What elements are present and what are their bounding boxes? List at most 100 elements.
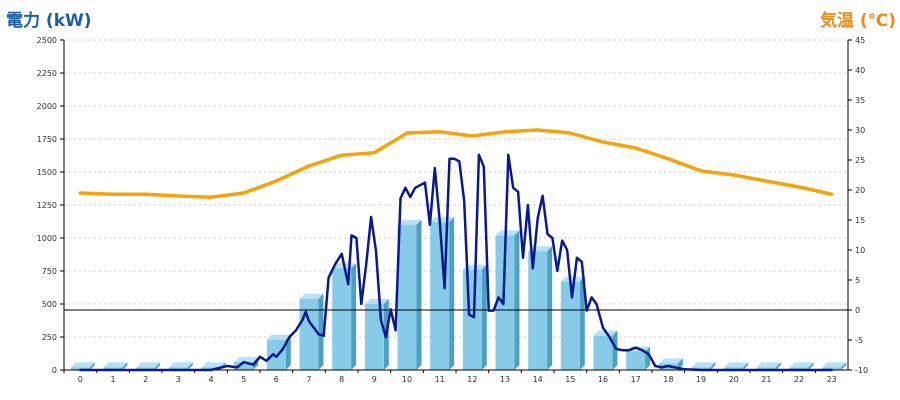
- x-tick-label: 16: [598, 375, 608, 384]
- bar: [168, 367, 188, 370]
- right-tick-label: 0: [855, 306, 860, 315]
- bar: [626, 351, 646, 370]
- left-tick-label: 1250: [37, 201, 57, 210]
- right-tick-label: 30: [855, 126, 865, 135]
- line-series: [78, 128, 834, 372]
- temperature-line: [78, 128, 834, 199]
- right-tick-label: 20: [855, 186, 865, 195]
- bar-side: [579, 276, 585, 370]
- x-tick-label: 2: [143, 375, 148, 384]
- right-tick-label: 25: [855, 156, 865, 165]
- left-tick-label: 2500: [37, 36, 57, 45]
- bar: [560, 281, 580, 370]
- x-tick-label: 10: [402, 375, 412, 384]
- bar-series: [70, 217, 847, 370]
- bar: [593, 335, 613, 370]
- bar-side: [351, 263, 357, 370]
- bar-top: [658, 358, 683, 364]
- bar-top: [136, 362, 161, 368]
- grid-lines: [64, 39, 848, 338]
- right-tick-label: 45: [855, 36, 865, 45]
- right-tick-label: 5: [855, 276, 860, 285]
- left-tick-label: 2250: [37, 69, 57, 78]
- left-tick-label: 2000: [37, 102, 57, 111]
- x-tick-label: 3: [176, 375, 181, 384]
- left-tick-label: 500: [42, 300, 57, 309]
- bar: [103, 367, 123, 370]
- x-tick-label: 9: [372, 375, 377, 384]
- bar-top: [756, 362, 781, 368]
- bar-top: [266, 334, 291, 340]
- bar: [397, 224, 417, 370]
- x-tick-label: 0: [78, 375, 83, 384]
- x-tick-label: 1: [110, 375, 115, 384]
- bar-top: [234, 357, 259, 363]
- bar-side: [841, 362, 847, 370]
- bar-side: [449, 217, 455, 370]
- left-tick-label: 1750: [37, 135, 57, 144]
- x-tick-label: 20: [729, 375, 739, 384]
- bar-side: [612, 330, 618, 370]
- x-tick-label: 7: [306, 375, 311, 384]
- x-tick-label: 11: [435, 375, 445, 384]
- bar-side: [547, 246, 553, 370]
- x-tick-label: 15: [565, 375, 575, 384]
- bar: [789, 367, 809, 370]
- left-axis-title: 電力 (kW): [6, 11, 92, 31]
- bar-top: [724, 362, 749, 368]
- bar-side: [318, 293, 324, 370]
- bar-side: [514, 230, 520, 370]
- right-axis-title: 気温 (℃): [819, 11, 896, 31]
- x-tick-label: 14: [533, 375, 543, 384]
- bar-side: [416, 219, 422, 370]
- left-tick-label: 1000: [37, 234, 57, 243]
- bar-top: [495, 230, 520, 236]
- x-tick-label: 13: [500, 375, 510, 384]
- bar: [822, 367, 842, 370]
- bar-side: [481, 264, 487, 370]
- right-tick-label: 40: [855, 66, 865, 75]
- right-tick-label: 10: [855, 246, 865, 255]
- bar-top: [364, 299, 389, 304]
- x-tick-label: 8: [339, 375, 344, 384]
- bar: [528, 251, 548, 370]
- bar-side: [743, 362, 749, 370]
- bar-side: [122, 362, 128, 370]
- x-tick-label: 12: [467, 375, 477, 384]
- bar: [691, 367, 711, 370]
- bar-top: [70, 362, 95, 368]
- bar-top: [560, 276, 585, 282]
- bar-top: [168, 362, 193, 368]
- bar: [495, 235, 515, 370]
- left-tick-label: 250: [42, 333, 57, 342]
- bar: [332, 268, 352, 370]
- bar: [364, 304, 384, 370]
- x-tick-label: 6: [274, 375, 279, 384]
- bar-side: [155, 362, 161, 370]
- bar-top: [822, 362, 847, 368]
- left-tick-label: 750: [42, 267, 57, 276]
- x-tick-label: 22: [794, 375, 804, 384]
- bar: [234, 362, 254, 370]
- bar: [430, 222, 450, 370]
- bar-top: [789, 362, 814, 368]
- bar: [136, 367, 156, 370]
- bar: [70, 367, 90, 370]
- x-tick-label: 19: [696, 375, 706, 384]
- bar: [724, 367, 744, 370]
- bar: [756, 367, 776, 370]
- power-line: [79, 153, 833, 372]
- tick-labels: 02505007501000125015001750200022502500-1…: [37, 36, 868, 384]
- bar-top: [299, 293, 324, 299]
- bar-top: [397, 219, 422, 225]
- right-tick-label: 15: [855, 216, 865, 225]
- bar: [299, 298, 319, 370]
- bar-top: [691, 362, 716, 368]
- bar-top: [103, 362, 128, 368]
- x-tick-label: 18: [663, 375, 673, 384]
- x-tick-label: 23: [827, 375, 837, 384]
- x-tick-label: 5: [241, 375, 246, 384]
- bar-side: [89, 362, 95, 370]
- bar-side: [775, 362, 781, 370]
